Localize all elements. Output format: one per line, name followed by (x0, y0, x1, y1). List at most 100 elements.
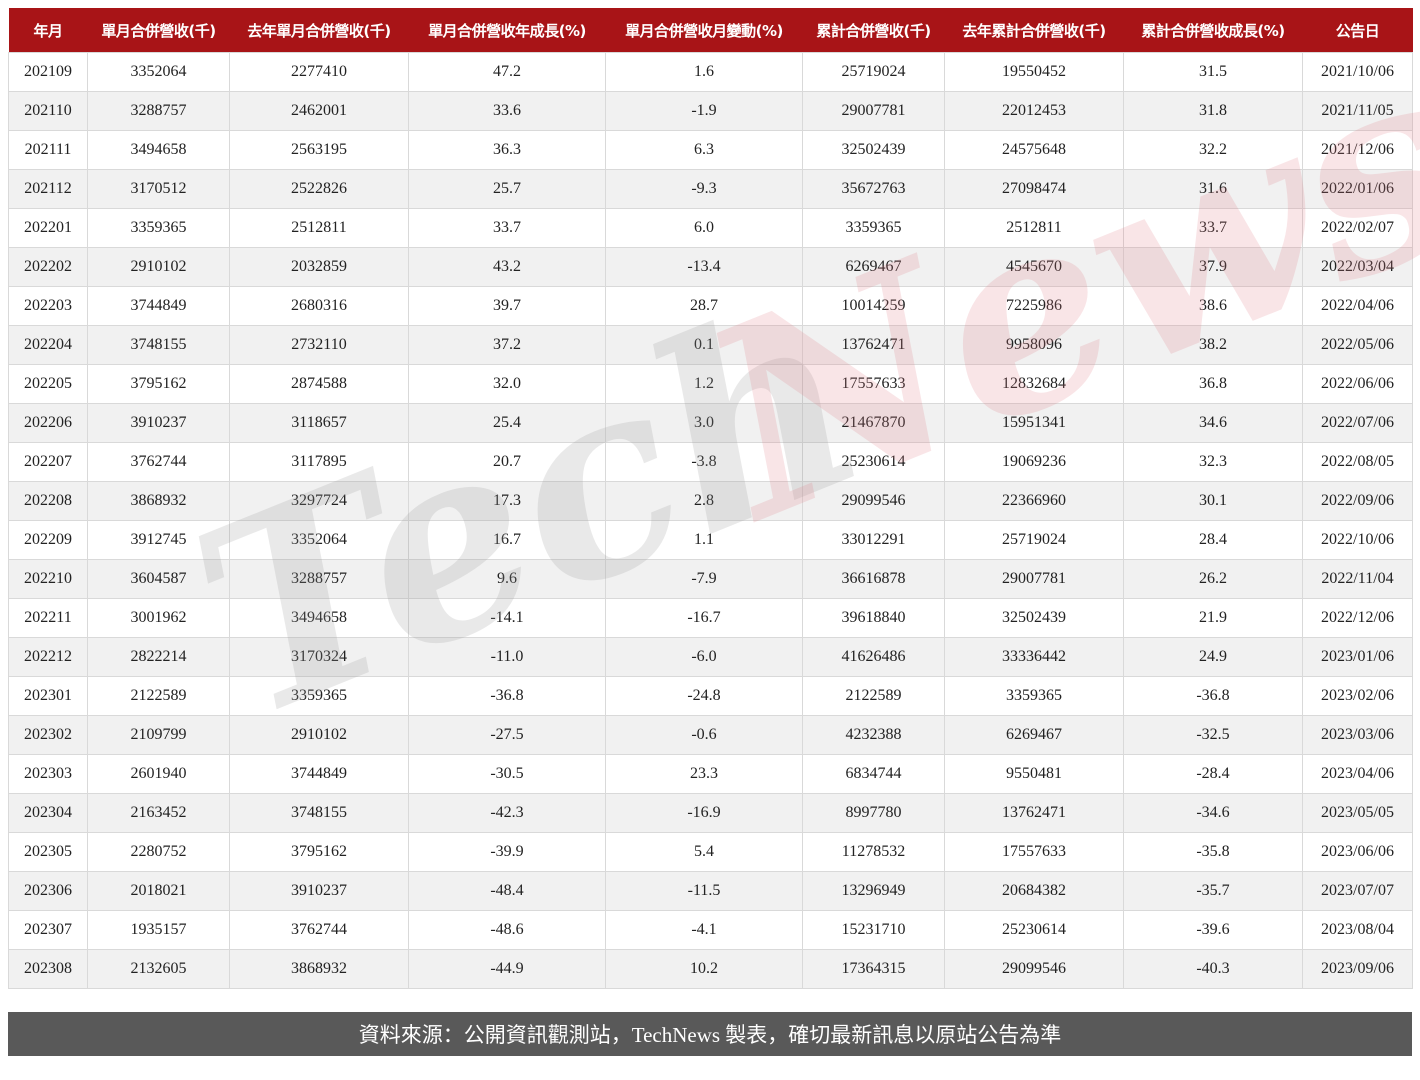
table-cell: -30.5 (408, 754, 606, 794)
table-cell: 21.9 (1123, 598, 1303, 638)
table-row: 202304 2163452 3748155 -42.3 -16.9 8997780 137… (8, 793, 1413, 833)
table-cell: 11278532 (802, 832, 945, 872)
table-cell: 2023/09/06 (1302, 949, 1413, 989)
table-cell: 33.6 (408, 91, 606, 131)
table-cell: 202205 (8, 364, 88, 404)
table-cell: 29099546 (944, 949, 1124, 989)
table-cell: 2021/10/06 (1302, 52, 1413, 92)
table-cell: 202201 (8, 208, 88, 248)
table-cell: 29007781 (944, 559, 1124, 599)
table-cell: 29007781 (802, 91, 945, 131)
table-cell: 202207 (8, 442, 88, 482)
table-cell: 3604587 (87, 559, 230, 599)
table-body: 202109 3352064 2277410 47.2 1.6 25719024 19550… (8, 52, 1413, 989)
table-cell: 2022/12/06 (1302, 598, 1413, 638)
column-header: 單月合併營收(千) (87, 8, 230, 53)
revenue-table: 年月 單月合併營收(千) 去年單月合併營收(千) 單月合併營收年成長(%) 單月合併營收… (8, 8, 1413, 989)
table-row: 202303 2601940 3744849 -30.5 23.3 6834744 9550… (8, 754, 1413, 794)
table-cell: 32.2 (1123, 130, 1303, 170)
table-cell: -44.9 (408, 949, 606, 989)
table-cell: 2280752 (87, 832, 230, 872)
table-cell: 3748155 (229, 793, 409, 833)
table-cell: -32.5 (1123, 715, 1303, 755)
table-cell: 1.1 (605, 520, 803, 560)
table-cell: 2122589 (802, 676, 945, 716)
table-cell: 32502439 (944, 598, 1124, 638)
table-cell: 2022/01/06 (1302, 169, 1413, 209)
table-cell: 39618840 (802, 598, 945, 638)
table-cell: 2022/02/07 (1302, 208, 1413, 248)
table-cell: 202304 (8, 793, 88, 833)
table-cell: 32.0 (408, 364, 606, 404)
table-cell: 9550481 (944, 754, 1124, 794)
table-cell: 3297724 (229, 481, 409, 521)
table-row: 202206 3910237 3118657 25.4 3.0 21467870 15951… (8, 403, 1413, 443)
table-cell: 2023/08/04 (1302, 910, 1413, 950)
table-cell: 3762744 (229, 910, 409, 950)
table-cell: 32.3 (1123, 442, 1303, 482)
table-cell: 2023/07/07 (1302, 871, 1413, 911)
table-cell: 22012453 (944, 91, 1124, 131)
table-cell: -48.4 (408, 871, 606, 911)
table-row: 202307 1935157 3762744 -48.6 -4.1 15231710 252… (8, 910, 1413, 950)
table-cell: -42.3 (408, 793, 606, 833)
table-row: 202204 3748155 2732110 37.2 0.1 13762471 99580… (8, 325, 1413, 365)
table-cell: 2022/03/04 (1302, 247, 1413, 287)
table-cell: -35.8 (1123, 832, 1303, 872)
table-cell: 2910102 (87, 247, 230, 287)
table-cell: -3.8 (605, 442, 803, 482)
table-cell: 33.7 (1123, 208, 1303, 248)
table-cell: -39.6 (1123, 910, 1303, 950)
table-cell: 10.2 (605, 949, 803, 989)
table-row: 202302 2109799 2910102 -27.5 -0.6 4232388 6269… (8, 715, 1413, 755)
table-cell: 202305 (8, 832, 88, 872)
table-cell: 28.4 (1123, 520, 1303, 560)
table-cell: 2462001 (229, 91, 409, 131)
table-cell: 17557633 (802, 364, 945, 404)
table-cell: 2022/11/04 (1302, 559, 1413, 599)
table-cell: 33336442 (944, 637, 1124, 677)
table-cell: 202112 (8, 169, 88, 209)
table-cell: 2023/03/06 (1302, 715, 1413, 755)
table-cell: 38.6 (1123, 286, 1303, 326)
table-row: 202306 2018021 3910237 -48.4 -11.5 13296949 20… (8, 871, 1413, 911)
table-cell: -11.5 (605, 871, 803, 911)
table-cell: 2023/05/05 (1302, 793, 1413, 833)
table-cell: 202210 (8, 559, 88, 599)
table-row: 202207 3762744 3117895 20.7 -3.8 25230614 1906… (8, 442, 1413, 482)
table-cell: -4.1 (605, 910, 803, 950)
table-cell: 202306 (8, 871, 88, 911)
table-cell: 3762744 (87, 442, 230, 482)
table-row: 202211 3001962 3494658 -14.1 -16.7 39618840 32… (8, 598, 1413, 638)
table-row: 202301 2122589 3359365 -36.8 -24.8 2122589 335… (8, 676, 1413, 716)
table-cell: 3359365 (87, 208, 230, 248)
table-cell: -48.6 (408, 910, 606, 950)
table-cell: 3744849 (229, 754, 409, 794)
table-cell: -36.8 (408, 676, 606, 716)
table-cell: 202111 (8, 130, 88, 170)
table-cell: 2109799 (87, 715, 230, 755)
table-cell: 202203 (8, 286, 88, 326)
table-cell: 202211 (8, 598, 88, 638)
table-cell: 39.7 (408, 286, 606, 326)
table-cell: 12832684 (944, 364, 1124, 404)
table-cell: 202212 (8, 637, 88, 677)
table-cell: 3744849 (87, 286, 230, 326)
table-cell: 37.2 (408, 325, 606, 365)
column-header: 累計合併營收成長(%) (1123, 8, 1303, 53)
table-cell: 6269467 (802, 247, 945, 287)
table-header-row: 年月 單月合併營收(千) 去年單月合併營收(千) 單月合併營收年成長(%) 單月合併營收… (8, 8, 1413, 53)
table-cell: 2022/04/06 (1302, 286, 1413, 326)
table-cell: 2122589 (87, 676, 230, 716)
column-header: 單月合併營收年成長(%) (408, 8, 606, 53)
table-cell: 2022/07/06 (1302, 403, 1413, 443)
table-cell: 3352064 (87, 52, 230, 92)
table-cell: -11.0 (408, 637, 606, 677)
table-cell: 20684382 (944, 871, 1124, 911)
table-cell: 2023/01/06 (1302, 637, 1413, 677)
table-cell: 2032859 (229, 247, 409, 287)
table-cell: 0.1 (605, 325, 803, 365)
table-cell: 35672763 (802, 169, 945, 209)
table-cell: 25719024 (802, 52, 945, 92)
table-row: 202212 2822214 3170324 -11.0 -6.0 41626486 333… (8, 637, 1413, 677)
